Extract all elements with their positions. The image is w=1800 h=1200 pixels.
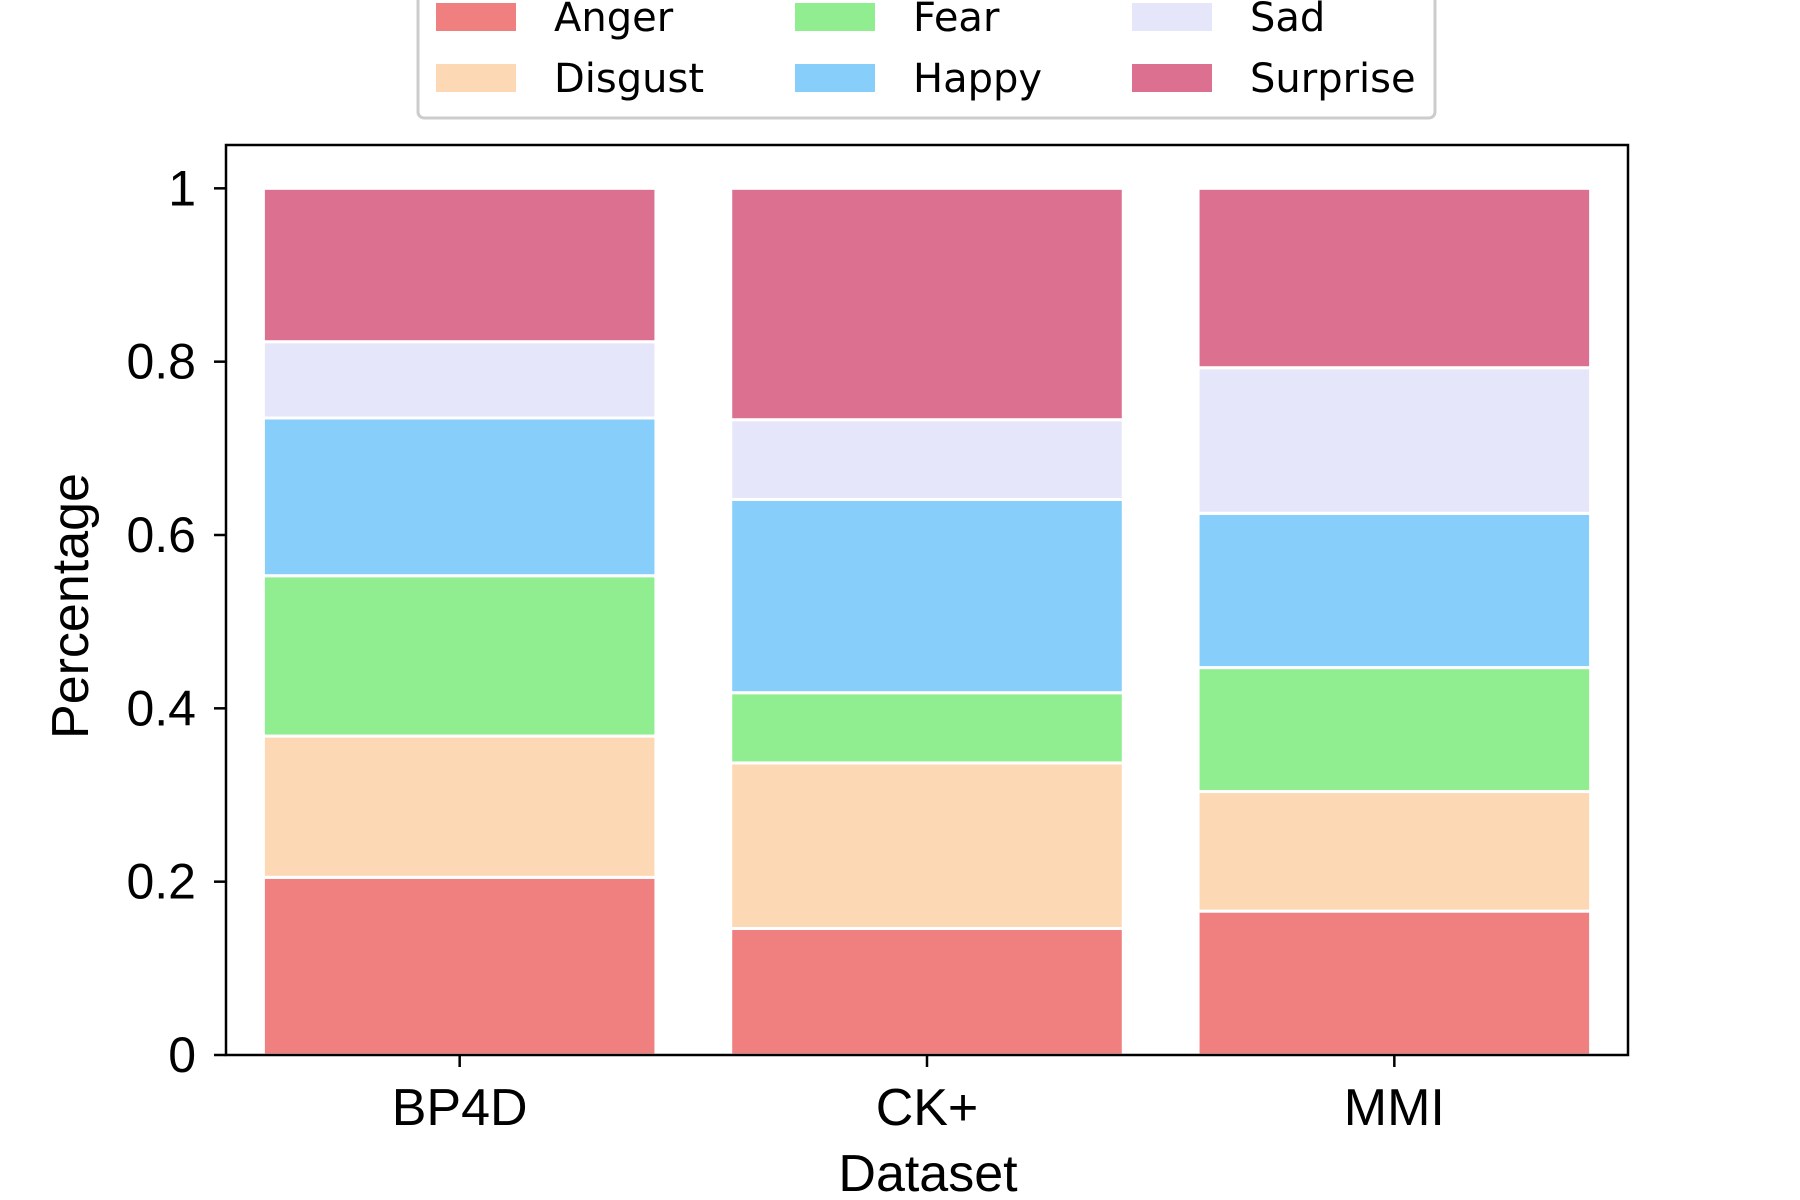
legend-swatch-disgust: [436, 64, 516, 92]
bar-segment-surprise-bp4d: [261, 186, 658, 344]
x-axis-label: Dataset: [838, 1145, 1018, 1200]
legend-label-surprise: Surprise: [1250, 56, 1416, 102]
legend-label-disgust: Disgust: [554, 56, 704, 102]
bar-segment-disgust-bp4d: [261, 734, 658, 879]
bar-segment-sad-ck: [729, 418, 1125, 501]
y-tick-label: 0.2: [126, 854, 196, 910]
y-tick-label: 0: [168, 1027, 196, 1083]
bar-segment-disgust-mmi: [1196, 790, 1593, 913]
bar-segment-surprise-mmi: [1196, 186, 1593, 370]
bar-segment-anger-ck: [729, 926, 1125, 1057]
legend-label-anger: Anger: [554, 0, 674, 41]
legend: Anger Disgust Fear Happy Sad Surprise: [416, 0, 1437, 120]
bar-segment-sad-bp4d: [261, 340, 658, 420]
legend-swatch-anger: [436, 3, 516, 31]
legend-swatch-fear: [795, 3, 875, 31]
legend-swatch-happy: [795, 64, 875, 92]
y-axis-label: Percentage: [42, 473, 100, 739]
bar-segment-happy-bp4d: [261, 416, 658, 578]
y-tick-label: 0.6: [126, 507, 196, 563]
bar-segment-surprise-ck: [729, 186, 1125, 422]
legend-label-sad: Sad: [1250, 0, 1325, 41]
bar-segment-fear-bp4d: [261, 574, 658, 738]
x-tick-label: MMI: [1344, 1079, 1445, 1137]
bar-segment-fear-mmi: [1196, 666, 1593, 794]
bar-segment-happy-ck: [729, 497, 1125, 695]
y-tick-label: 1: [168, 160, 196, 216]
bars-layer: [261, 186, 1593, 1057]
bar-segment-fear-ck: [729, 691, 1125, 765]
bar-segment-anger-bp4d: [261, 875, 658, 1057]
legend-label-fear: Fear: [913, 0, 1000, 41]
bar-segment-anger-mmi: [1196, 909, 1593, 1057]
y-axis: 0 0.2 0.4 0.6 0.8 1: [126, 160, 226, 1083]
bar-segment-disgust-ck: [729, 761, 1125, 930]
y-tick-label: 0.8: [126, 334, 196, 390]
y-tick-label: 0.4: [126, 680, 196, 736]
bar-segment-sad-mmi: [1196, 366, 1593, 515]
legend-swatch-surprise: [1132, 64, 1212, 92]
legend-swatch-sad: [1132, 3, 1212, 31]
x-axis: BP4D CK+ MMI: [392, 1055, 1445, 1137]
x-tick-label: CK+: [876, 1079, 979, 1137]
bar-segment-happy-mmi: [1196, 511, 1593, 670]
x-tick-label: BP4D: [392, 1079, 528, 1137]
legend-label-happy: Happy: [913, 56, 1042, 102]
